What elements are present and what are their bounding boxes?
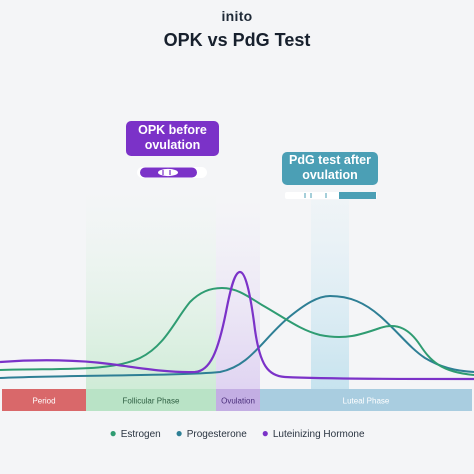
legend-label-lh: Luteinizing Hormone	[272, 429, 365, 440]
ovulation-window-highlight	[216, 200, 260, 390]
opk-test-strip-icon	[137, 167, 207, 178]
phase-ovulation-label: Ovulation	[221, 397, 255, 406]
estrogen-dot-icon: ●	[109, 426, 117, 440]
legend-item-estrogen: ● Estrogen	[109, 426, 160, 440]
legend-item-lh: ● Luteinizing Hormone	[262, 426, 365, 440]
opk-callout: OPK before ovulation	[126, 121, 219, 156]
phase-follicular	[86, 389, 216, 411]
phase-luteal-label: Luteal Phase	[343, 397, 390, 406]
legend-item-progesterone: ● Progesterone	[176, 426, 247, 440]
pdg-callout: PdG test after ovulation	[282, 152, 378, 185]
phase-bar: Period Follicular Phase Ovulation Luteal…	[2, 389, 472, 411]
estrogen-curve	[0, 286, 474, 376]
progesterone-curve	[0, 294, 474, 379]
progesterone-dot-icon: ●	[175, 426, 183, 440]
legend-label-estrogen: Estrogen	[120, 429, 161, 440]
phase-period-label: Period	[32, 397, 55, 406]
page-title: OPK vs PdG Test	[163, 30, 311, 50]
pdg-test-strip-icon	[285, 192, 377, 199]
phase-luteal	[260, 389, 472, 411]
lh-dot-icon: ●	[261, 426, 269, 440]
phase-ovulation	[216, 389, 260, 411]
opk-window-highlight	[86, 190, 216, 390]
lh-curve	[0, 270, 474, 381]
phase-follicular-label: Follicular Phase	[123, 397, 180, 406]
legend-label-progesterone: Progesterone	[186, 429, 247, 440]
legend: ● Estrogen ● Progesterone ● Luteinizing Hor…	[0, 426, 474, 440]
phase-period	[2, 389, 86, 411]
brand-logo: inito	[221, 8, 253, 24]
